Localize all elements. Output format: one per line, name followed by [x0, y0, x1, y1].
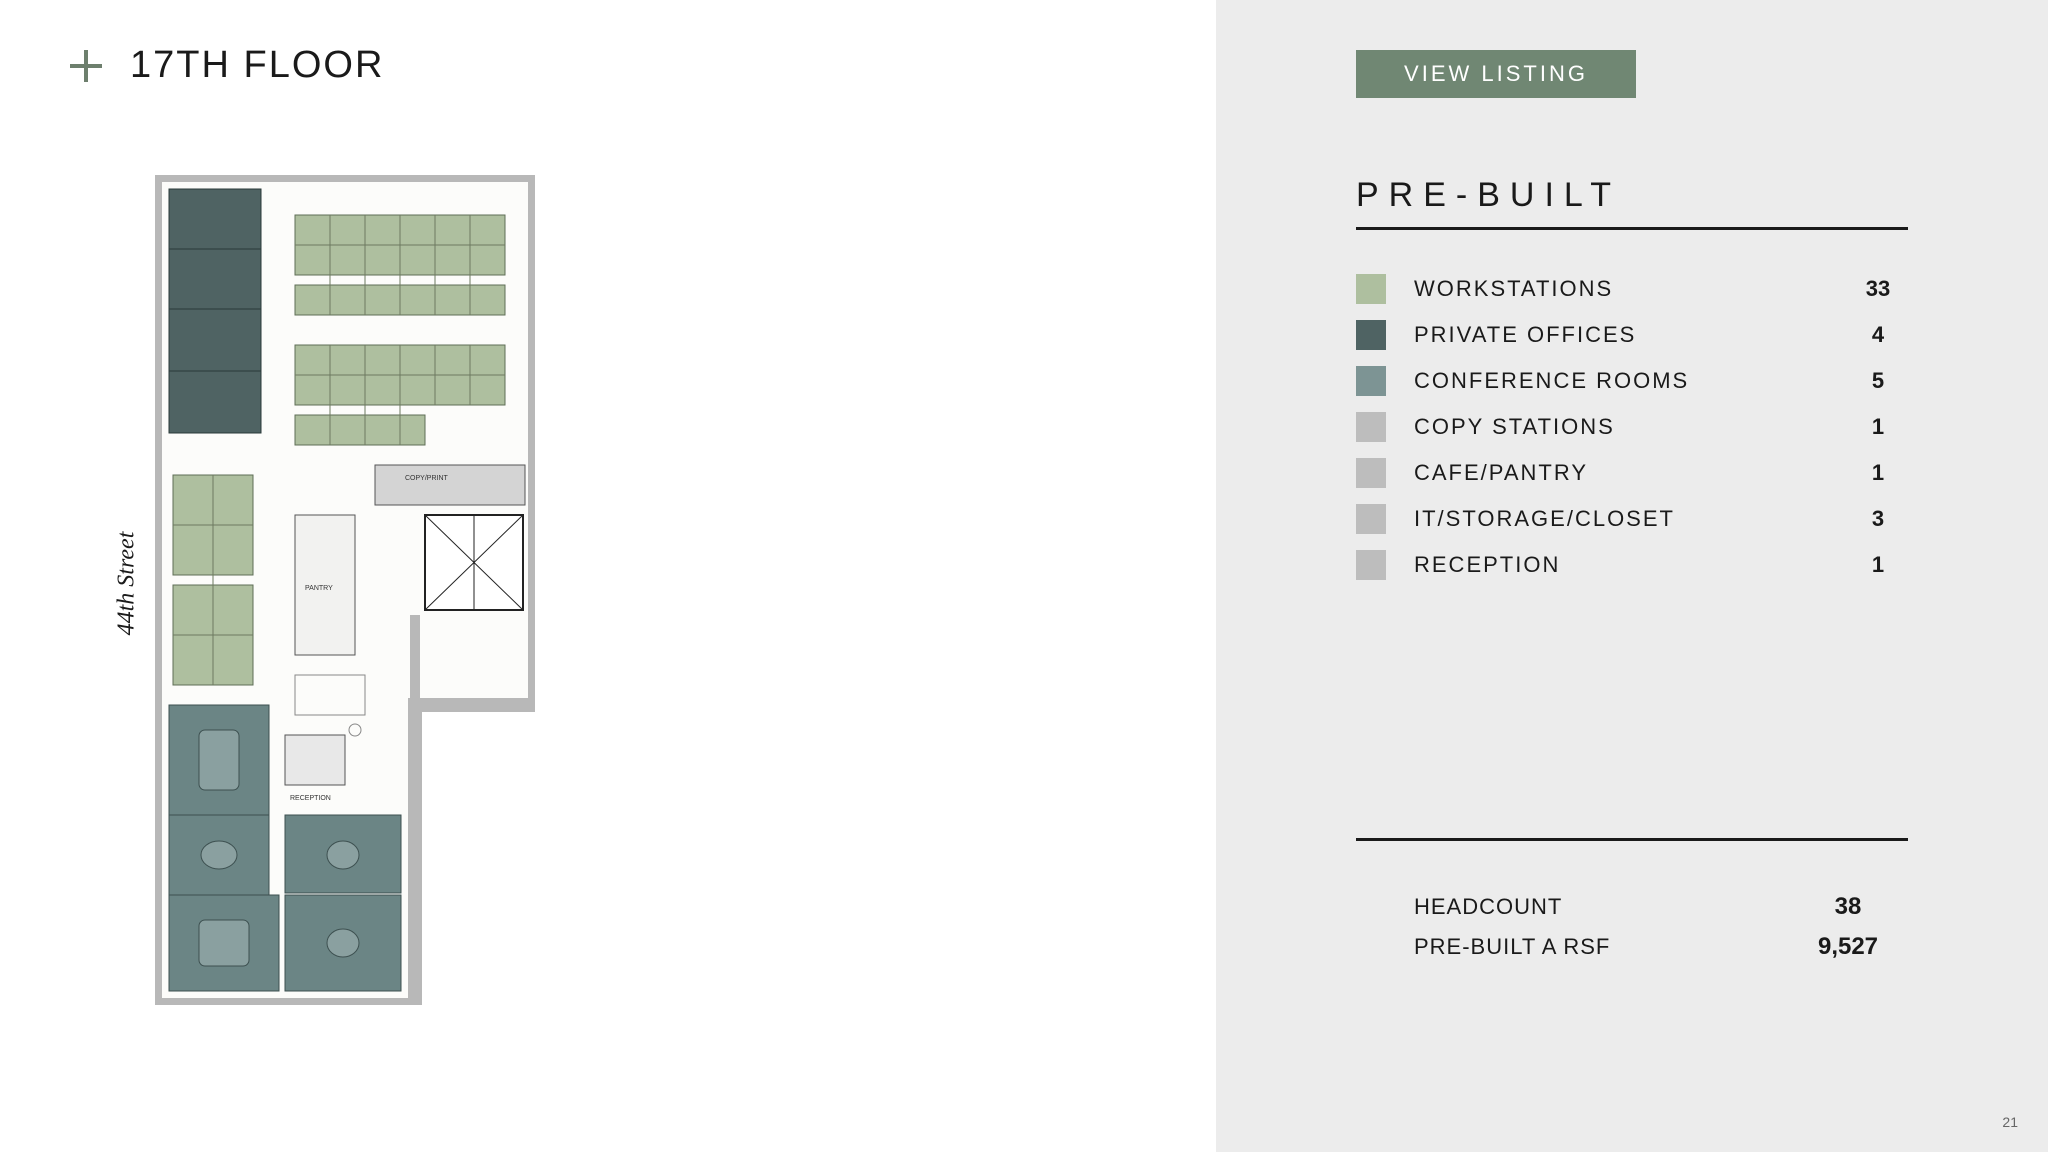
legend-value: 5: [1848, 368, 1908, 394]
view-listing-button[interactable]: VIEW LISTING: [1356, 50, 1636, 98]
page-title: 17TH FLOOR: [130, 44, 384, 87]
summary-row: PRE-BUILT A RSF9,527: [1414, 927, 1908, 967]
page-number: 21: [2002, 1114, 2018, 1130]
summary-label: HEADCOUNT: [1414, 894, 1788, 920]
legend-label: IT/STORAGE/CLOSET: [1414, 506, 1848, 532]
legend-row: IT/STORAGE/CLOSET3: [1356, 496, 1908, 542]
floorplan: COPY/PRINT PANTRY RECEPTION: [155, 175, 535, 1005]
legend-label: CONFERENCE ROOMS: [1414, 368, 1848, 394]
legend-label: PRIVATE OFFICES: [1414, 322, 1848, 348]
legend-row: RECEPTION1: [1356, 542, 1908, 588]
legend-value: 1: [1848, 552, 1908, 578]
legend-swatch: [1356, 550, 1386, 580]
summary-value: 38: [1788, 893, 1908, 921]
legend-row: CAFE/PANTRY1: [1356, 450, 1908, 496]
legend-value: 33: [1848, 276, 1908, 302]
legend-label: COPY STATIONS: [1414, 414, 1848, 440]
legend-row: COPY STATIONS1: [1356, 404, 1908, 450]
legend-value: 1: [1848, 460, 1908, 486]
legend: WORKSTATIONS33PRIVATE OFFICES4CONFERENCE…: [1356, 266, 1908, 588]
legend-value: 1: [1848, 414, 1908, 440]
summary: HEADCOUNT38PRE-BUILT A RSF9,527: [1356, 841, 1908, 967]
legend-value: 3: [1848, 506, 1908, 532]
legend-row: PRIVATE OFFICES4: [1356, 312, 1908, 358]
street-label: 44th Street: [113, 532, 140, 636]
svg-text:RECEPTION: RECEPTION: [290, 795, 331, 802]
legend-label: CAFE/PANTRY: [1414, 460, 1848, 486]
summary-row: HEADCOUNT38: [1414, 887, 1908, 927]
legend-value: 4: [1848, 322, 1908, 348]
legend-swatch: [1356, 458, 1386, 488]
svg-text:COPY/PRINT: COPY/PRINT: [405, 475, 449, 482]
plus-icon: [70, 50, 102, 82]
left-pane: 17TH FLOOR 44th Street: [0, 0, 1216, 1152]
summary-label: PRE-BUILT A RSF: [1414, 934, 1788, 960]
legend-label: RECEPTION: [1414, 552, 1848, 578]
legend-row: WORKSTATIONS33: [1356, 266, 1908, 312]
section-title: PRE-BUILT: [1356, 176, 1908, 230]
legend-swatch: [1356, 320, 1386, 350]
summary-value: 9,527: [1788, 933, 1908, 961]
legend-swatch: [1356, 504, 1386, 534]
legend-row: CONFERENCE ROOMS5: [1356, 358, 1908, 404]
right-pane: VIEW LISTING PRE-BUILT WORKSTATIONS33PRI…: [1216, 0, 2048, 1152]
title-row: 17TH FLOOR: [70, 44, 1146, 87]
legend-swatch: [1356, 412, 1386, 442]
legend-swatch: [1356, 366, 1386, 396]
svg-text:PANTRY: PANTRY: [305, 585, 333, 592]
legend-swatch: [1356, 274, 1386, 304]
legend-label: WORKSTATIONS: [1414, 276, 1848, 302]
